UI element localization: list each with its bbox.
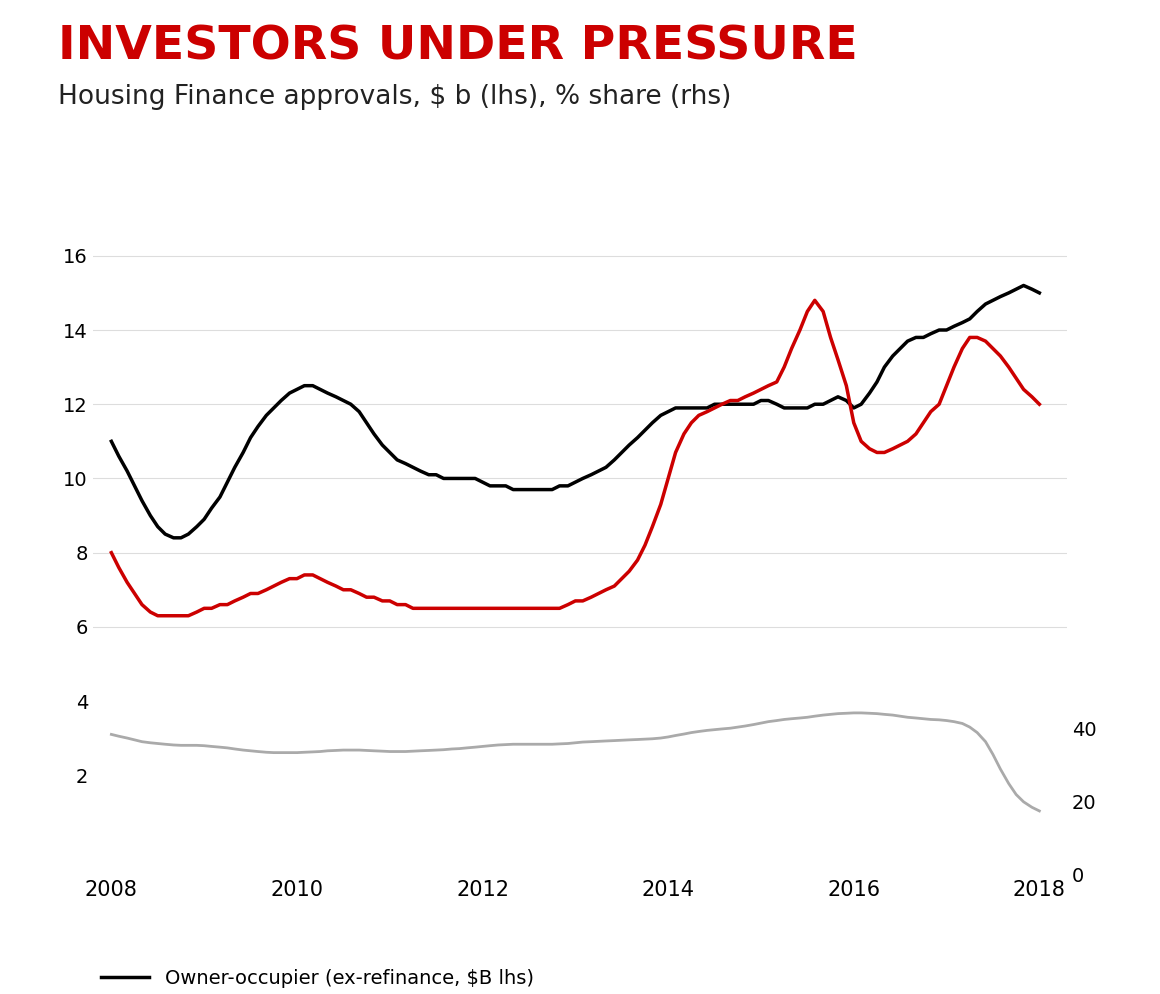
Legend: Owner-occupier (ex-refinance, $B lhs), Investor, $b (lhs), Interest only loans (: Owner-occupier (ex-refinance, $B lhs), I… [93, 961, 572, 994]
Text: Housing Finance approvals, $ b (lhs), % share (rhs): Housing Finance approvals, $ b (lhs), % … [58, 84, 731, 110]
Text: INVESTORS UNDER PRESSURE: INVESTORS UNDER PRESSURE [58, 25, 857, 70]
